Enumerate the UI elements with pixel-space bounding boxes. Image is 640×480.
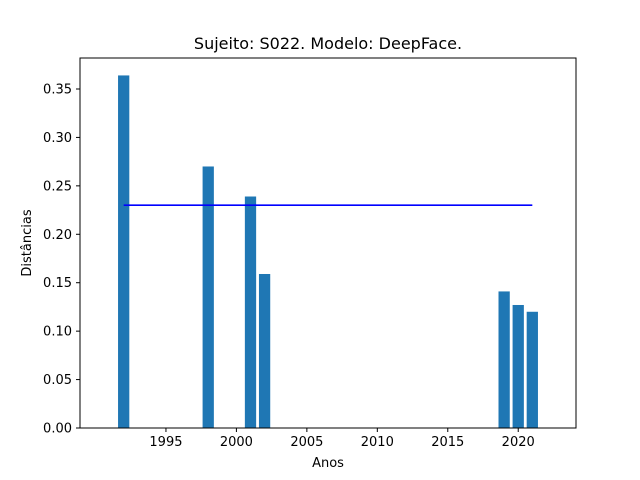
x-axis-ticks: 1995 2000 2005 2010 2015 2020: [149, 428, 535, 450]
bar-2019: [498, 291, 510, 428]
x-axis-label: Anos: [312, 456, 344, 471]
x-tick-label: 2015: [431, 435, 464, 450]
bar-2021: [526, 311, 538, 428]
bar-1992: [118, 75, 130, 428]
plot-frame: [79, 57, 577, 429]
y-tick-label: 0.05: [43, 373, 72, 388]
bar-1998: [202, 166, 214, 428]
x-tick-label: 2020: [502, 435, 535, 450]
x-tick-label: 2010: [361, 435, 394, 450]
x-tick-label: 2005: [290, 435, 323, 450]
bar-2020: [512, 304, 524, 428]
x-tick-label: 2000: [220, 435, 253, 450]
bar-2001: [244, 196, 257, 428]
y-tick-label: 0.20: [43, 228, 72, 243]
y-tick-label: 0.15: [43, 276, 72, 291]
y-tick-label: 0.35: [43, 82, 72, 97]
y-axis-ticks: 0.00 0.05 0.10 0.15 0.20 0.25 0.30 0.35: [43, 82, 80, 437]
bars: [118, 75, 538, 428]
x-tick-label: 1995: [149, 435, 182, 450]
bar-2002: [258, 273, 271, 428]
chart-title: Sujeito: S022. Modelo: DeepFace.: [194, 34, 462, 53]
y-tick-label: 0.30: [43, 131, 72, 146]
y-tick-label: 0.00: [43, 422, 72, 437]
y-tick-label: 0.25: [43, 179, 72, 194]
y-tick-label: 0.10: [43, 325, 72, 340]
y-axis-label: Distâncias: [20, 209, 35, 276]
